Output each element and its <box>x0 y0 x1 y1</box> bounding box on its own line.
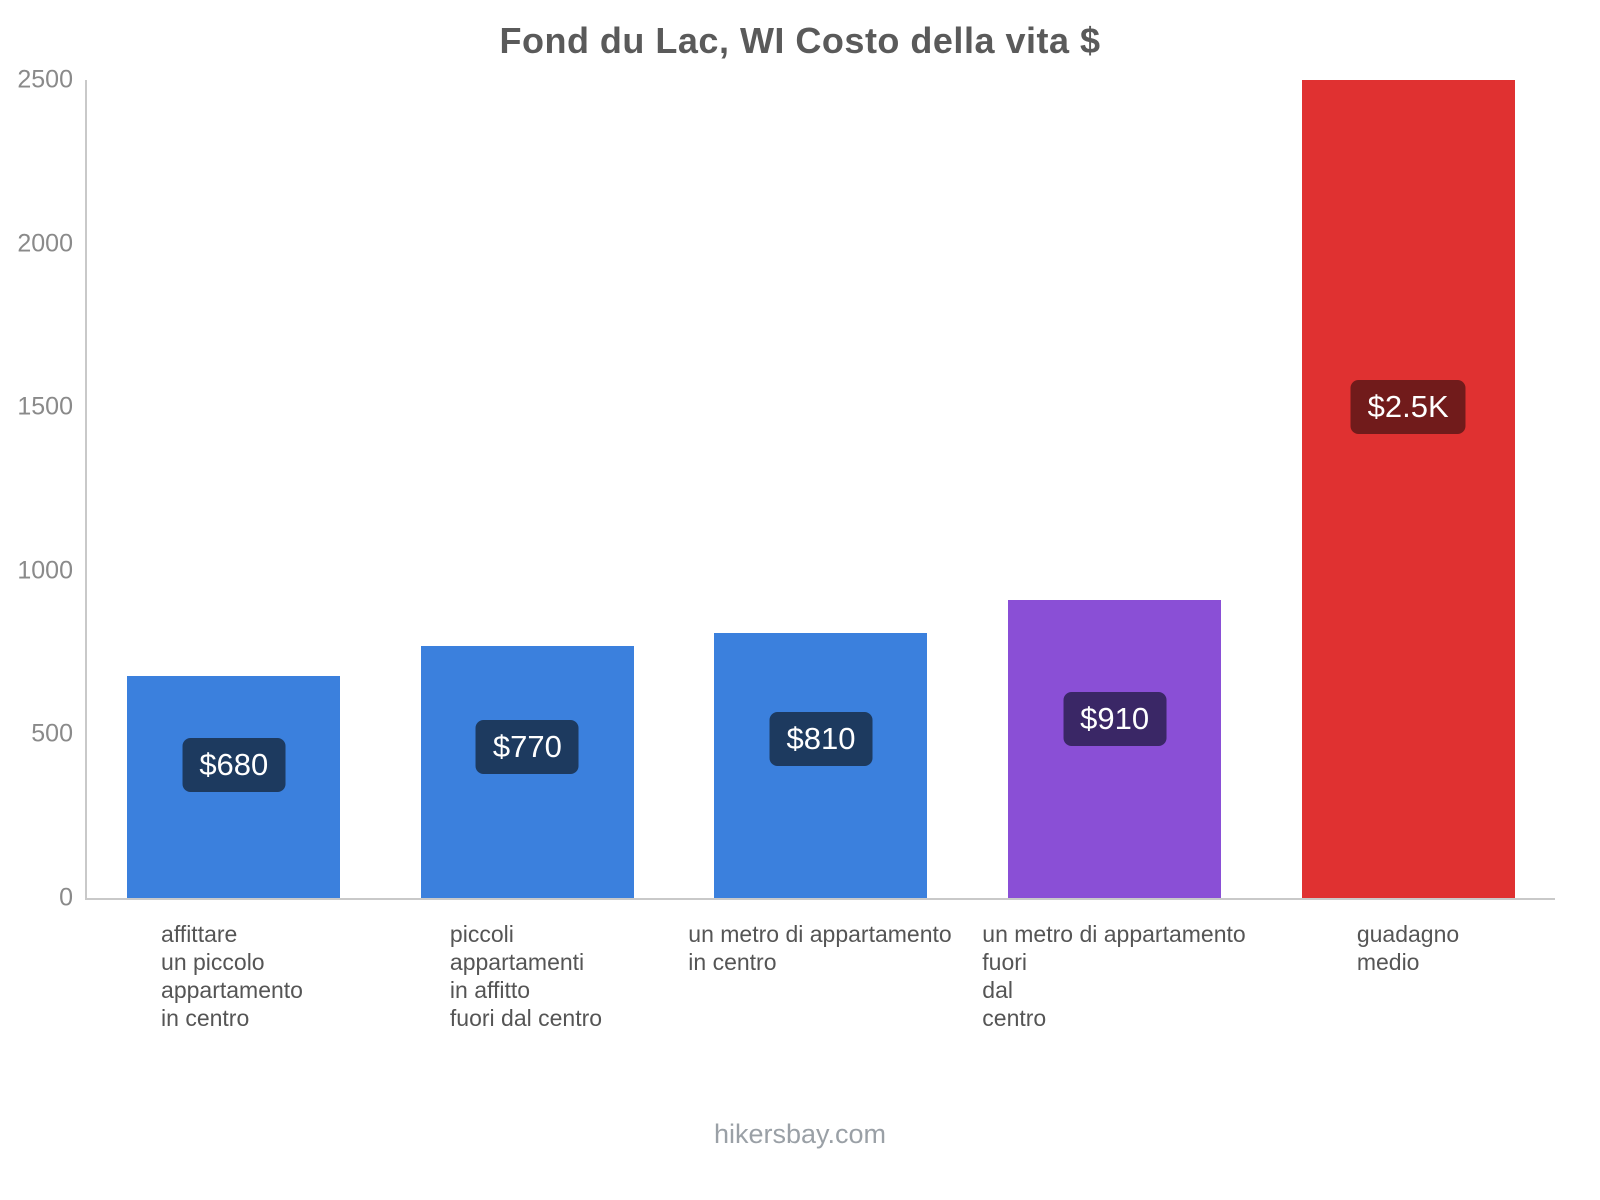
bar-slot: $2.5K <box>1261 80 1555 898</box>
bar-slot: $910 <box>968 80 1262 898</box>
value-badge: $810 <box>769 711 873 766</box>
y-tick-label: 1500 <box>17 392 73 421</box>
category-label-slot: un metro di appartamento fuori dal centr… <box>967 920 1261 1032</box>
category-label-slot: affittare un piccolo appartamento in cen… <box>85 920 379 1032</box>
bar-1: $680 <box>127 675 341 898</box>
y-tick-label: 1000 <box>17 556 73 585</box>
bar-5: $2.5K <box>1301 80 1515 898</box>
x-axis-category-labels: affittare un piccolo appartamento in cen… <box>85 920 1555 1032</box>
bar-slot: $770 <box>381 80 675 898</box>
category-label: un metro di appartamento in centro <box>688 921 952 976</box>
watermark-text: hikersbay.com <box>713 1119 887 1149</box>
category-label-slot: un metro di appartamento in centro <box>673 920 967 1032</box>
category-label-slot: guadagno medio <box>1261 920 1555 1032</box>
value-badge: $680 <box>182 737 286 792</box>
bar-2: $770 <box>420 646 634 898</box>
y-tick-label: 500 <box>31 719 73 748</box>
category-label: guadagno medio <box>1356 921 1460 976</box>
bar-4: $910 <box>1008 600 1222 898</box>
bar-slot: $810 <box>674 80 968 898</box>
y-tick-label: 2500 <box>17 65 73 94</box>
category-label: un metro di appartamento fuori dal centr… <box>982 921 1246 1032</box>
y-tick-label: 0 <box>59 883 73 912</box>
chart-title: Fond du Lac, WI Costo della vita $ <box>499 20 1101 61</box>
value-badge: $770 <box>475 719 579 774</box>
category-label-slot: piccoli appartamenti in affitto fuori da… <box>379 920 673 1032</box>
value-badge: $910 <box>1063 692 1167 747</box>
bar-slot: $680 <box>87 80 381 898</box>
category-label: affittare un piccolo appartamento in cen… <box>161 921 303 1032</box>
bar-3: $810 <box>714 632 928 898</box>
value-badge: $2.5K <box>1350 380 1466 435</box>
plot-area: 0 500 1000 1500 2000 2500 $680 $770 $810 $910 $2.… <box>17 66 1555 912</box>
category-label: piccoli appartamenti in affitto fuori da… <box>449 921 603 1032</box>
y-axis-tick-labels: 0 500 1000 1500 2000 2500 <box>17 66 1555 912</box>
bar-series: $680 $770 $810 $910 $2.5K <box>87 80 1555 898</box>
y-tick-label: 2000 <box>17 229 73 258</box>
